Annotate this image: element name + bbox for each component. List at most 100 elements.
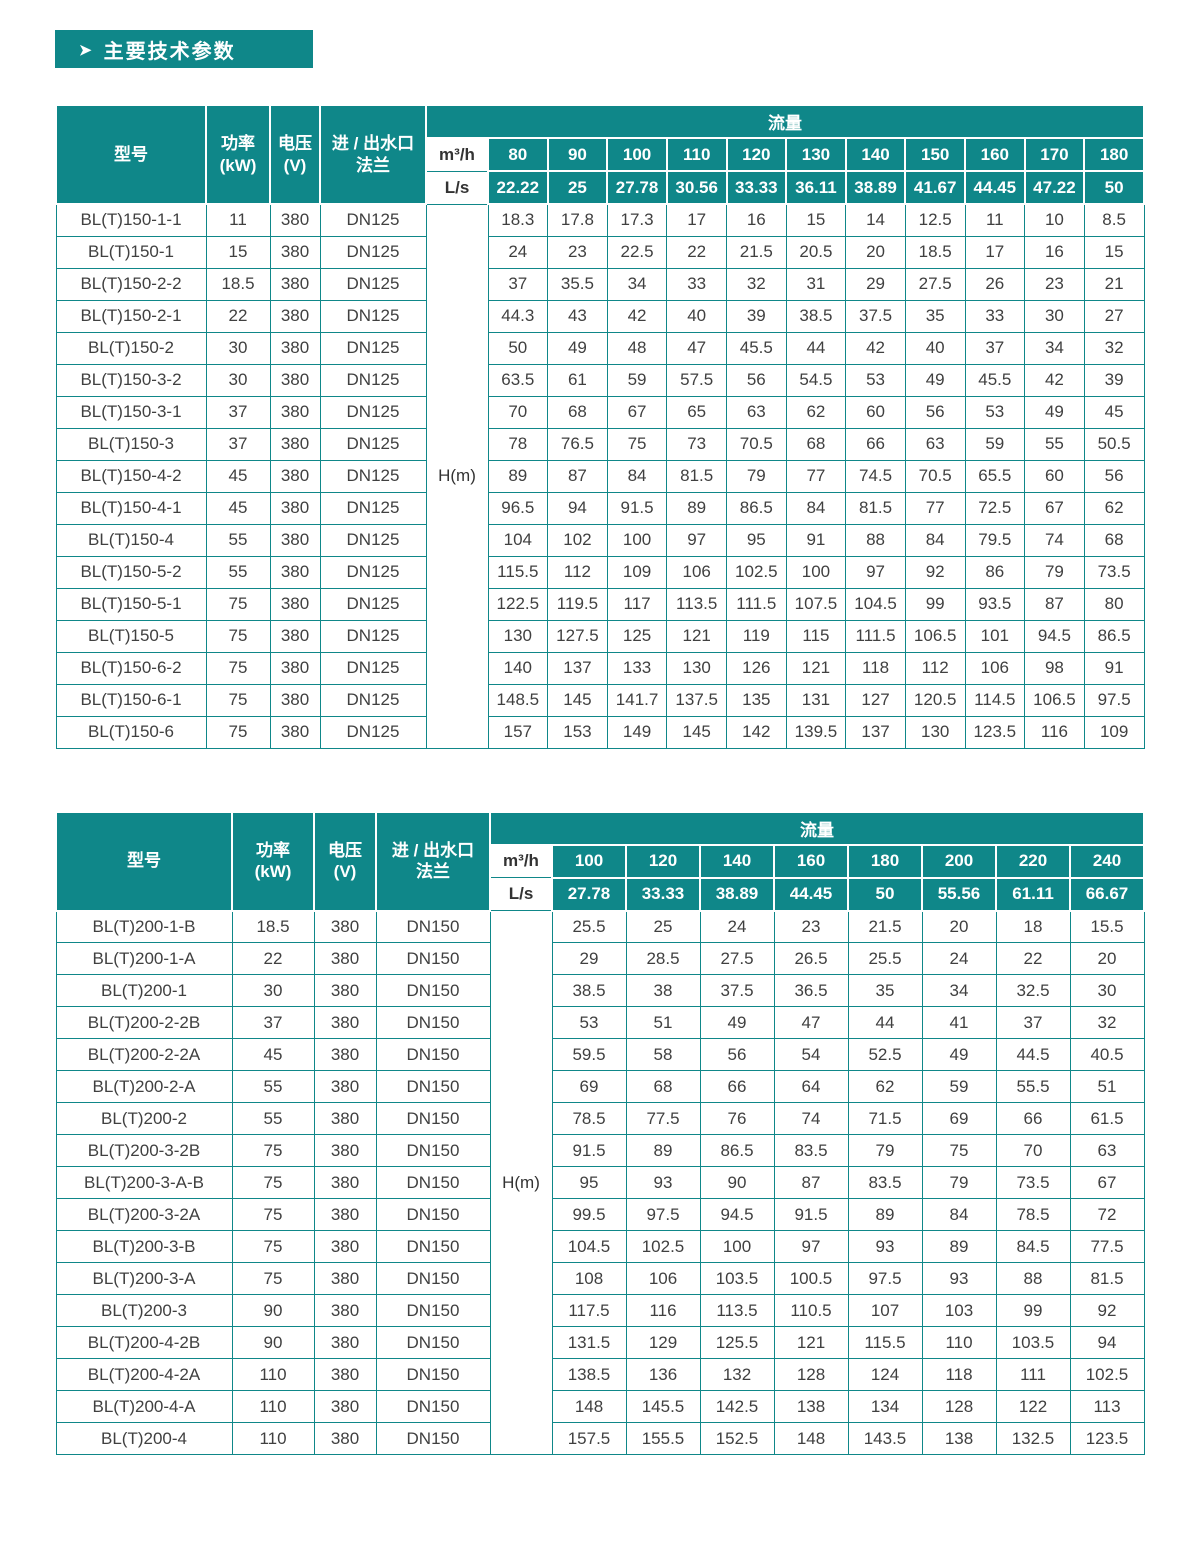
cell-head-value: 32	[726, 267, 787, 301]
cell-head-value: 96.5	[487, 491, 549, 525]
table-row: BL(T)150-1-1 11 380 DN125 H(m) 18.3 17.8 17.3 17…	[55, 203, 1145, 749]
cell-head-value: 100	[785, 555, 847, 589]
cell-head-value: 32.5	[995, 974, 1071, 1007]
flow-ls-value: 44.45	[773, 876, 849, 912]
cell-head-value: 72	[1069, 1198, 1145, 1231]
cell-head-value: 138	[921, 1422, 997, 1455]
cell-flange: DN150	[375, 1070, 491, 1103]
cell-voltage: 380	[269, 299, 321, 333]
cell-head-value: 12.5	[904, 203, 966, 237]
header-row-ls: L/s 27.78 33.33 38.89 44.45 50 55.56 61.11 66.67	[56, 876, 1145, 912]
cell-head-value: 79	[921, 1166, 997, 1199]
cell-head-value: 119.5	[547, 587, 608, 621]
cell-head-value: 39	[1083, 363, 1145, 397]
cell-power: 75	[231, 1262, 315, 1295]
cell-flange: DN125	[319, 299, 427, 333]
spec-table-bl150: 型号 功率 (kW) 电压 (V) 进 / 出水口 法兰 流量 m³/h 80 90 100 11…	[55, 104, 1145, 749]
flow-ls-value: 38.89	[844, 170, 907, 205]
cell-head-value: 49	[921, 1038, 997, 1071]
cell-head-value: 22.5	[606, 235, 668, 269]
cell-head-value: 121	[773, 1326, 849, 1359]
col-header-flow: 流量	[489, 810, 1145, 846]
table-header: 型号 功率 (kW) 电压 (V) 进 / 出水口 法兰 流量 m³/h 100 120 140…	[55, 810, 1145, 912]
cell-flange: DN125	[319, 203, 427, 237]
cell-head-value: 122	[995, 1390, 1071, 1423]
table-row: BL(T)150-6-2 75 380 DN125 140 137 133 130 126 121…	[55, 651, 1145, 685]
cell-flange: DN150	[375, 1390, 491, 1423]
cell-head-value: 83.5	[773, 1134, 849, 1167]
cell-head-value: 84.5	[995, 1230, 1071, 1263]
cell-head-value: 77	[904, 491, 966, 525]
cell-head-value: 10	[1024, 203, 1085, 237]
cell-head-value: 103.5	[699, 1262, 775, 1295]
cell-head-value: 110	[921, 1326, 997, 1359]
cell-head-value: 86.5	[1083, 619, 1145, 653]
cell-head-value: 106	[964, 651, 1026, 685]
unit-ls-label: L/s	[489, 877, 553, 911]
cell-head-value: 117.5	[551, 1294, 627, 1327]
flow-m3h-value: 150	[904, 137, 966, 172]
cell-voltage: 380	[313, 910, 377, 943]
cell-head-value: 63	[1069, 1134, 1145, 1167]
cell-flange: DN150	[375, 1358, 491, 1391]
cell-power: 37	[231, 1006, 315, 1039]
cell-head-value: 83.5	[847, 1166, 923, 1199]
cell-head-value: 74	[773, 1102, 849, 1135]
flow-ls-value: 33.33	[725, 170, 788, 205]
cell-head-value: 27.5	[904, 267, 966, 301]
flow-ls-value: 33.33	[625, 876, 701, 912]
cell-head-value: 98	[1024, 651, 1085, 685]
cell-power: 22	[205, 299, 271, 333]
cell-head-value: 54	[773, 1038, 849, 1071]
cell-head-value: 25.5	[847, 942, 923, 975]
cell-head-value: 37	[995, 1006, 1071, 1039]
flow-m3h-value: 130	[785, 137, 847, 172]
cell-head-value: 127.5	[547, 619, 608, 653]
cell-head-value: 130	[904, 715, 966, 749]
table-row: BL(T)200-4 110 380 DN150 157.5 155.5 152.5 148 1…	[55, 1422, 1145, 1455]
cell-head-value: 32	[1083, 331, 1145, 365]
cell-voltage: 380	[313, 1006, 377, 1039]
cell-head-value: 63	[904, 427, 966, 461]
cell-head-value: 107.5	[785, 587, 847, 621]
flow-m3h-value: 180	[847, 843, 923, 879]
cell-head-value: 33	[964, 299, 1026, 333]
cell-model: BL(T)150-4	[55, 523, 207, 557]
cell-voltage: 380	[313, 1038, 377, 1071]
cell-flange: DN125	[319, 363, 427, 397]
cell-flange: DN150	[375, 1102, 491, 1135]
cell-head-value: 112	[904, 651, 966, 685]
cell-model: BL(T)200-2-2B	[55, 1006, 233, 1039]
cell-model: BL(T)150-6-2	[55, 651, 207, 685]
cell-head-value: 37	[964, 331, 1026, 365]
cell-head-value: 59	[964, 427, 1026, 461]
table-row: BL(T)150-2 30 380 DN125 50 49 48 47 45.5 44 42 40 37…	[55, 331, 1145, 365]
cell-head-value: 63	[726, 395, 787, 429]
cell-head-value: 119	[726, 619, 787, 653]
cell-head-value: 111	[995, 1358, 1071, 1391]
cell-flange: DN125	[319, 619, 427, 653]
cell-power: 45	[231, 1038, 315, 1071]
cell-flange: DN125	[319, 715, 427, 749]
flow-m3h-value: 110	[665, 137, 728, 172]
cell-flange: DN150	[375, 1262, 491, 1295]
cell-head-value: 138.5	[551, 1358, 627, 1391]
flow-ls-value: 44.45	[964, 170, 1026, 205]
cell-head-value: 20	[921, 910, 997, 943]
cell-head-value: 75	[606, 427, 668, 461]
cell-model: BL(T)150-1-1	[55, 203, 207, 237]
table-row: BL(T)150-2-2 18.5 380 DN125 37 35.5 34 33 32 31 29…	[55, 267, 1145, 301]
cell-head-value: 22	[666, 235, 727, 269]
cell-head-value: 118	[845, 651, 906, 685]
cell-head-value: 61.5	[1069, 1102, 1145, 1135]
cell-power: 15	[205, 235, 271, 269]
table-row: BL(T)150-4-2 45 380 DN125 89 87 84 81.5 79 77 74.5…	[55, 459, 1145, 493]
cell-head-value: 68	[625, 1070, 701, 1103]
cell-head-value: 70	[995, 1134, 1071, 1167]
cell-voltage: 380	[269, 523, 321, 557]
cell-head-value: 47	[773, 1006, 849, 1039]
cell-voltage: 380	[313, 1230, 377, 1263]
cell-head-value: 93.5	[964, 587, 1026, 621]
cell-head-value: 17.3	[606, 203, 668, 237]
cell-head-value: 112	[547, 555, 608, 589]
